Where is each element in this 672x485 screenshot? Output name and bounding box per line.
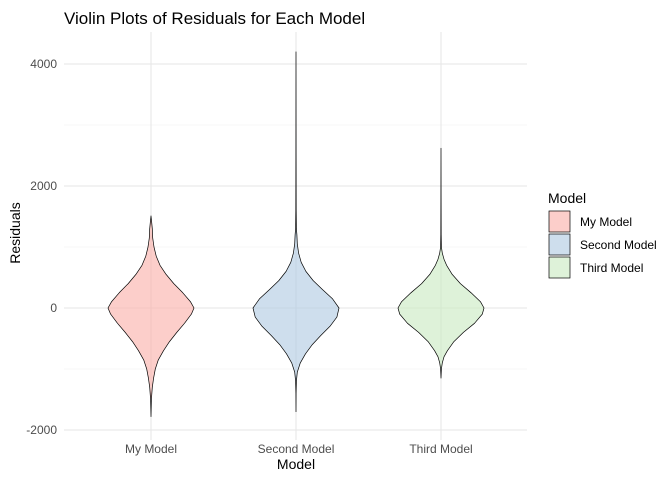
legend-swatch (548, 210, 571, 233)
legend-label: Second Model (580, 238, 657, 252)
legend-title: Model (548, 190, 586, 206)
legend-items: My Model Second Model Third Model (548, 210, 657, 279)
y-tick-label: 0 (50, 301, 57, 315)
violin-second-model (252, 51, 340, 413)
y-tick-label: 4000 (30, 57, 57, 71)
legend-swatch (548, 233, 571, 256)
violin-my-model (107, 215, 195, 417)
violin-layer (107, 51, 485, 417)
x-axis-ticks: My Model Second Model Third Model (125, 442, 473, 456)
legend-swatch (548, 256, 571, 279)
legend-label: Third Model (580, 261, 643, 275)
violin-third-model (397, 147, 485, 379)
x-tick-label: Second Model (258, 442, 335, 456)
x-axis-label: Model (277, 456, 315, 472)
legend-label: My Model (580, 215, 632, 229)
y-tick-label: -2000 (26, 423, 57, 437)
y-tick-label: 2000 (30, 179, 57, 193)
legend: Model My Model Second Model Third Model (548, 190, 657, 279)
x-tick-label: Third Model (409, 442, 472, 456)
y-axis-label: Residuals (7, 202, 23, 263)
y-axis-ticks: -2000 0 2000 4000 (26, 57, 57, 437)
chart-title: Violin Plots of Residuals for Each Model (64, 9, 365, 28)
x-tick-label: My Model (125, 442, 177, 456)
